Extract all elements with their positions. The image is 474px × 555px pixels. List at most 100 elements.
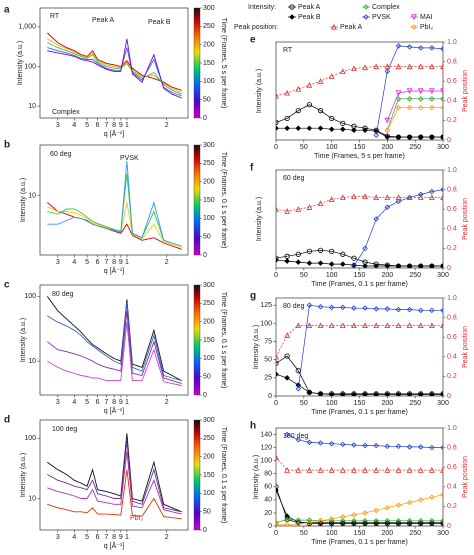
x-tick-label: 300 <box>437 530 449 537</box>
marker <box>317 391 324 396</box>
y2-tick-label: 0.2 <box>447 503 457 510</box>
colorbar-tick-label: 50 <box>203 374 211 381</box>
marker <box>384 134 391 140</box>
x-tick-label: 100 <box>326 530 338 537</box>
series-group <box>47 433 182 520</box>
series-line <box>47 322 182 386</box>
marker <box>429 391 435 396</box>
marker <box>295 467 302 473</box>
series-line <box>276 104 443 138</box>
annotation: PbI₂ <box>130 515 144 522</box>
series-group <box>276 431 443 526</box>
marker <box>351 322 357 329</box>
x-tick-label: 2 <box>165 534 169 541</box>
marker <box>339 467 346 473</box>
marker <box>295 322 302 329</box>
marker <box>306 322 313 329</box>
marker <box>406 134 413 140</box>
marker <box>276 487 279 493</box>
y-tick-label: 100 <box>24 63 36 70</box>
y-tick-label: 0 <box>268 523 272 530</box>
marker <box>417 63 424 70</box>
marker <box>406 467 413 473</box>
x-tick-label: 200 <box>381 530 393 537</box>
legend-label: PbI₂ <box>420 24 434 31</box>
marker <box>284 208 290 214</box>
marker <box>411 24 417 30</box>
x-tick-label: 50 <box>300 144 308 151</box>
marker <box>276 255 279 261</box>
y-tick-label: 125 <box>260 302 272 309</box>
marker <box>406 88 413 95</box>
legend-label: MAI <box>420 14 433 21</box>
marker <box>417 191 424 198</box>
series-line <box>276 355 443 395</box>
series-line <box>46 32 182 91</box>
y-tick-label: 100 <box>260 320 272 327</box>
x-tick-label: 200 <box>381 272 393 279</box>
y2-tick-label: 0.2 <box>447 117 457 124</box>
marker <box>440 186 443 193</box>
marker <box>340 126 346 132</box>
y2-tick-label: 0.6 <box>447 334 457 341</box>
marker <box>384 68 391 75</box>
colorbar-tick-label: 200 <box>203 179 215 186</box>
marker <box>306 389 313 396</box>
series-line <box>47 451 182 515</box>
x-tick-label: 7 <box>104 259 108 266</box>
marker <box>395 96 402 102</box>
colorbar-tick-label: 0 <box>203 115 207 122</box>
colorbar-tick-label: 250 <box>203 23 215 30</box>
x-tick-label: 2 <box>165 399 169 406</box>
y-tick-label: 100 <box>24 435 36 442</box>
x-tick-label: 7 <box>104 122 108 129</box>
colorbar-tick-label: 100 <box>203 490 215 497</box>
marker <box>276 454 279 461</box>
y2-tick-label: 0.4 <box>447 98 457 105</box>
x-tick-label: 250 <box>409 272 421 279</box>
marker <box>284 467 290 473</box>
colorbar-tick-label: 250 <box>203 160 215 167</box>
colorbar-tick-label: 150 <box>203 197 215 204</box>
marker <box>395 198 402 205</box>
marker <box>340 251 346 257</box>
marker <box>384 467 391 473</box>
marker <box>284 125 290 132</box>
y2-tick-label: 0.2 <box>447 245 457 252</box>
marker <box>329 115 335 122</box>
panel-chart: e0 50 100 150 200 250 30000.20.40.60.81.0Time … <box>250 35 469 160</box>
marker <box>395 263 402 268</box>
panel-chart: h0 50 100 150 200 250 30002040608010012014000.… <box>250 421 469 546</box>
series-line <box>47 38 182 99</box>
series-line <box>47 302 182 382</box>
marker <box>306 519 313 526</box>
series-line <box>276 489 443 524</box>
panel-chart: f0 50 100 150 200 250 30000.20.40.60.81.0Time … <box>250 163 469 288</box>
y2-tick-label: 0.8 <box>447 186 457 193</box>
x-axis-label: Time (Frames, 0.1 s per frame) <box>311 539 408 546</box>
marker <box>406 306 413 313</box>
x-tick-label: 2 <box>165 122 169 129</box>
series-line <box>276 250 443 267</box>
marker <box>417 444 424 450</box>
x-tick-label: 9 <box>119 122 123 129</box>
series-line <box>47 310 182 385</box>
marker <box>276 206 279 212</box>
annotation: 80 deg <box>283 303 305 310</box>
series-line <box>276 457 443 471</box>
marker <box>284 115 290 122</box>
marker <box>417 518 424 524</box>
marker <box>406 194 413 201</box>
marker <box>295 125 302 132</box>
marker <box>406 96 413 102</box>
marker <box>276 519 279 526</box>
marker <box>395 90 402 97</box>
y2-tick-label: 0 <box>447 265 451 272</box>
marker <box>306 125 313 132</box>
marker <box>429 45 435 51</box>
y2-tick-label: 0.8 <box>447 444 457 451</box>
marker <box>395 518 402 524</box>
series-line <box>353 189 443 267</box>
marker <box>429 104 435 111</box>
panel-chart: a 3 4 5 6 7 8 9 1 2 10 100 1,000 q [Å⁻¹] Intensity (a.… <box>4 5 227 138</box>
